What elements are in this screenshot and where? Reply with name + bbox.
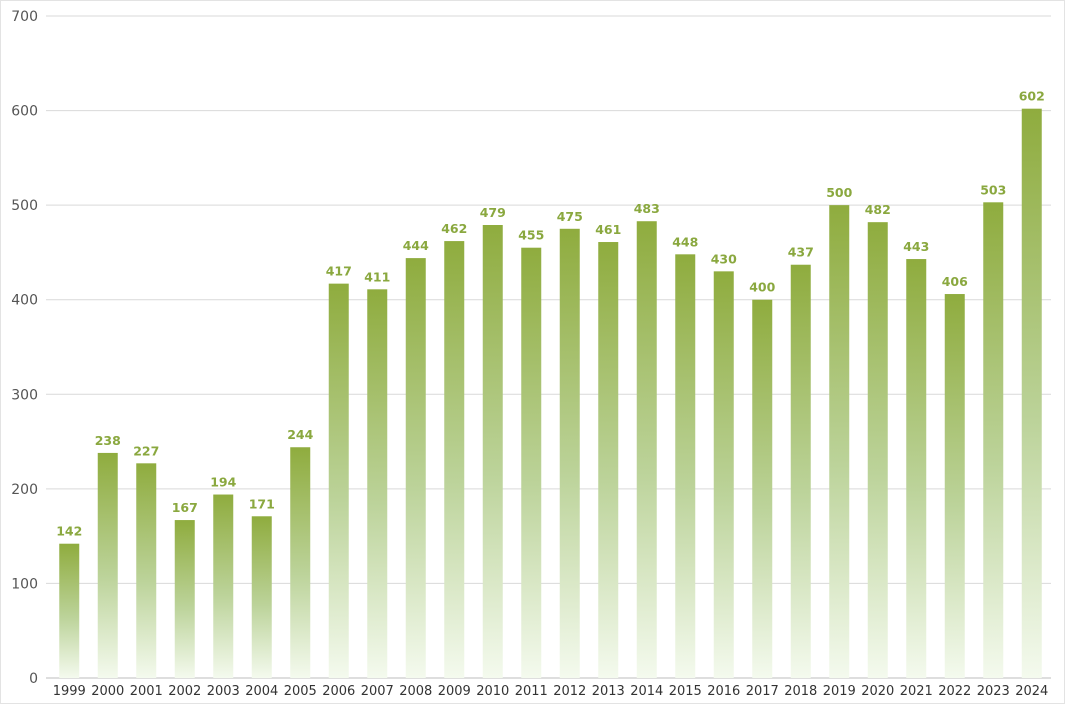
bar-value-label: 483 — [634, 201, 660, 216]
bar-value-label: 430 — [711, 251, 737, 266]
bar-value-label: 417 — [326, 264, 352, 279]
y-tick-label: 400 — [11, 293, 38, 309]
bar-value-label: 462 — [441, 221, 467, 236]
y-tick-label: 0 — [29, 671, 38, 687]
x-tick-label: 2007 — [361, 684, 394, 699]
x-tick-label: 2011 — [515, 684, 548, 699]
bar-value-label: 500 — [826, 185, 852, 200]
bar-value-label: 443 — [903, 239, 929, 254]
bar-value-labels: 142 238 227 167 194 171 244 417 411 444 462 479 455 4… — [56, 89, 1045, 539]
bar-value-label: 475 — [557, 209, 583, 224]
bar-2019 — [829, 205, 850, 678]
y-tick-label: 600 — [11, 104, 38, 120]
x-tick-label: 2003 — [207, 684, 240, 699]
grid-lines — [46, 15, 1051, 679]
bar-value-label: 448 — [672, 234, 698, 249]
bar-value-label: 479 — [480, 205, 506, 220]
bar-value-label: 238 — [95, 433, 121, 448]
bar-2010 — [482, 225, 503, 678]
bar-2015 — [675, 254, 696, 678]
bar-value-label: 461 — [595, 222, 621, 237]
bar-2016 — [713, 271, 734, 678]
bar-value-label: 194 — [210, 475, 236, 490]
x-tick-label: 2016 — [707, 684, 740, 699]
x-tick-label: 2023 — [977, 684, 1010, 699]
bar-2008 — [405, 258, 426, 678]
bar-2002 — [174, 520, 195, 678]
x-tick-label: 2009 — [438, 684, 471, 699]
bar-value-label: 444 — [403, 238, 429, 253]
bar-2014 — [636, 221, 657, 678]
bar-value-label: 455 — [518, 228, 544, 243]
x-axis-ticks: 1999 2000 2001 2002 2003 2004 2005 2006 2007 2008… — [53, 684, 1049, 699]
y-tick-label: 200 — [11, 482, 38, 498]
x-tick-label: 2012 — [553, 684, 586, 699]
bar-value-label: 142 — [56, 524, 82, 539]
x-tick-label: 1999 — [53, 684, 86, 699]
y-tick-label: 700 — [11, 9, 38, 25]
x-tick-label: 2014 — [630, 684, 663, 699]
bar-2024 — [1021, 108, 1042, 679]
bar-2006 — [328, 283, 349, 678]
bar-2012 — [559, 228, 580, 679]
bar-2023 — [983, 202, 1004, 678]
x-tick-label: 2008 — [399, 684, 432, 699]
x-tick-label: 2004 — [245, 684, 278, 699]
x-tick-label: 2015 — [669, 684, 702, 699]
bar-value-label: 171 — [249, 496, 275, 511]
bar-value-label: 602 — [1019, 89, 1045, 104]
bar-2005 — [290, 447, 311, 678]
bar-2004 — [251, 516, 272, 678]
bar-value-label: 227 — [133, 443, 159, 458]
x-tick-label: 2010 — [476, 684, 509, 699]
x-tick-label: 2006 — [322, 684, 355, 699]
x-tick-label: 2018 — [784, 684, 817, 699]
x-tick-label: 2002 — [168, 684, 201, 699]
bar-value-label: 244 — [287, 427, 313, 442]
x-tick-label: 2017 — [746, 684, 779, 699]
y-tick-label: 500 — [11, 198, 38, 214]
bar-2009 — [444, 241, 465, 678]
bars — [59, 108, 1042, 679]
y-axis-ticks: 0 100 200 300 400 500 600 700 — [11, 9, 38, 687]
bar-2022 — [944, 294, 965, 678]
x-tick-label: 2024 — [1015, 684, 1048, 699]
bar-value-label: 437 — [788, 245, 814, 260]
bar-2013 — [598, 242, 619, 679]
bar-value-label: 503 — [980, 182, 1006, 197]
x-tick-label: 2020 — [861, 684, 894, 699]
bar-value-label: 167 — [172, 500, 198, 515]
bar-value-label: 406 — [942, 274, 968, 289]
bar-2011 — [521, 247, 542, 678]
y-tick-label: 100 — [11, 576, 38, 592]
bar-2020 — [867, 222, 888, 678]
x-tick-label: 2005 — [284, 684, 317, 699]
x-tick-label: 2021 — [900, 684, 933, 699]
bar-value-label: 400 — [749, 280, 775, 295]
x-tick-label: 2001 — [130, 684, 163, 699]
y-tick-label: 300 — [11, 387, 38, 403]
bar-2000 — [97, 452, 118, 678]
bar-2003 — [213, 494, 234, 678]
bar-value-label: 482 — [865, 202, 891, 217]
bar-1999 — [59, 543, 80, 678]
x-tick-label: 2022 — [938, 684, 971, 699]
bar-value-label: 411 — [364, 269, 390, 284]
bar-2017 — [752, 299, 773, 678]
bar-2007 — [367, 289, 388, 678]
x-tick-label: 2000 — [91, 684, 124, 699]
x-tick-label: 2013 — [592, 684, 625, 699]
bar-2001 — [136, 463, 157, 678]
bar-2021 — [906, 259, 927, 678]
x-tick-label: 2019 — [823, 684, 856, 699]
bar-2018 — [790, 264, 811, 678]
